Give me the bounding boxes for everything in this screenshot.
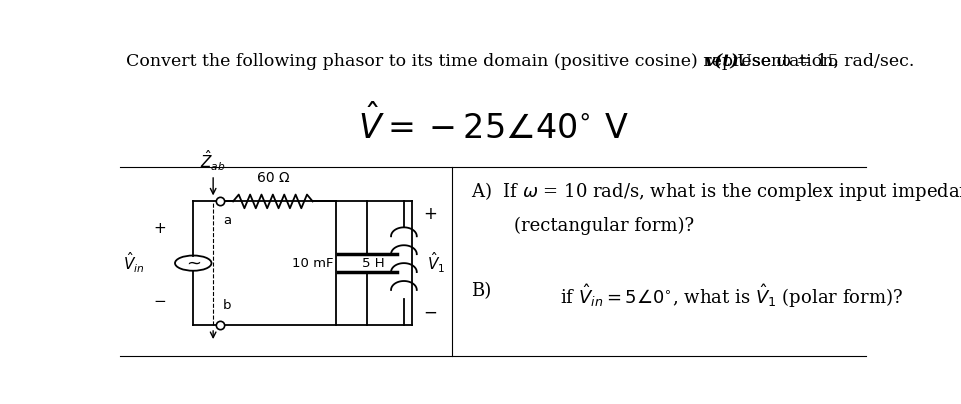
Text: ~: ~ [185,254,201,272]
Text: −: − [154,294,166,309]
Text: 5 H: 5 H [362,257,384,269]
Text: $\hat{V} = -25\angle 40^{\circ}\ \mathrm{V}$: $\hat{V} = -25\angle 40^{\circ}\ \mathrm… [357,105,628,145]
Text: if $\hat{V}_{in} = 5\angle 0^{\circ}$, what is $\hat{V}_1$ (polar form)?: if $\hat{V}_{in} = 5\angle 0^{\circ}$, w… [559,282,902,309]
Text: v(t).: v(t). [704,53,745,70]
Text: 60 Ω: 60 Ω [257,171,289,185]
Text: +: + [423,204,437,223]
Text: B): B) [470,282,490,300]
Text: $\hat{V}_{in}$: $\hat{V}_{in}$ [123,251,144,276]
Text: a: a [223,214,231,227]
Text: Use ω = 15 rad/sec.: Use ω = 15 rad/sec. [730,53,913,70]
Text: b: b [223,299,231,312]
Text: A)  If $\omega$ = 10 rad/s, what is the complex input impedance, $\hat{Z}_{ab}$: A) If $\omega$ = 10 rad/s, what is the c… [470,176,961,204]
Text: (rectangular form)?: (rectangular form)? [513,217,693,235]
Text: Convert the following phasor to its time domain (positive cosine) representation: Convert the following phasor to its time… [126,53,844,70]
Text: 10 mF: 10 mF [291,257,333,269]
Text: −: − [423,304,437,322]
Text: +: + [154,221,166,236]
Text: $\hat{V}_1$: $\hat{V}_1$ [427,251,445,276]
Text: $\hat{Z}_{ab}$: $\hat{Z}_{ab}$ [200,149,226,173]
